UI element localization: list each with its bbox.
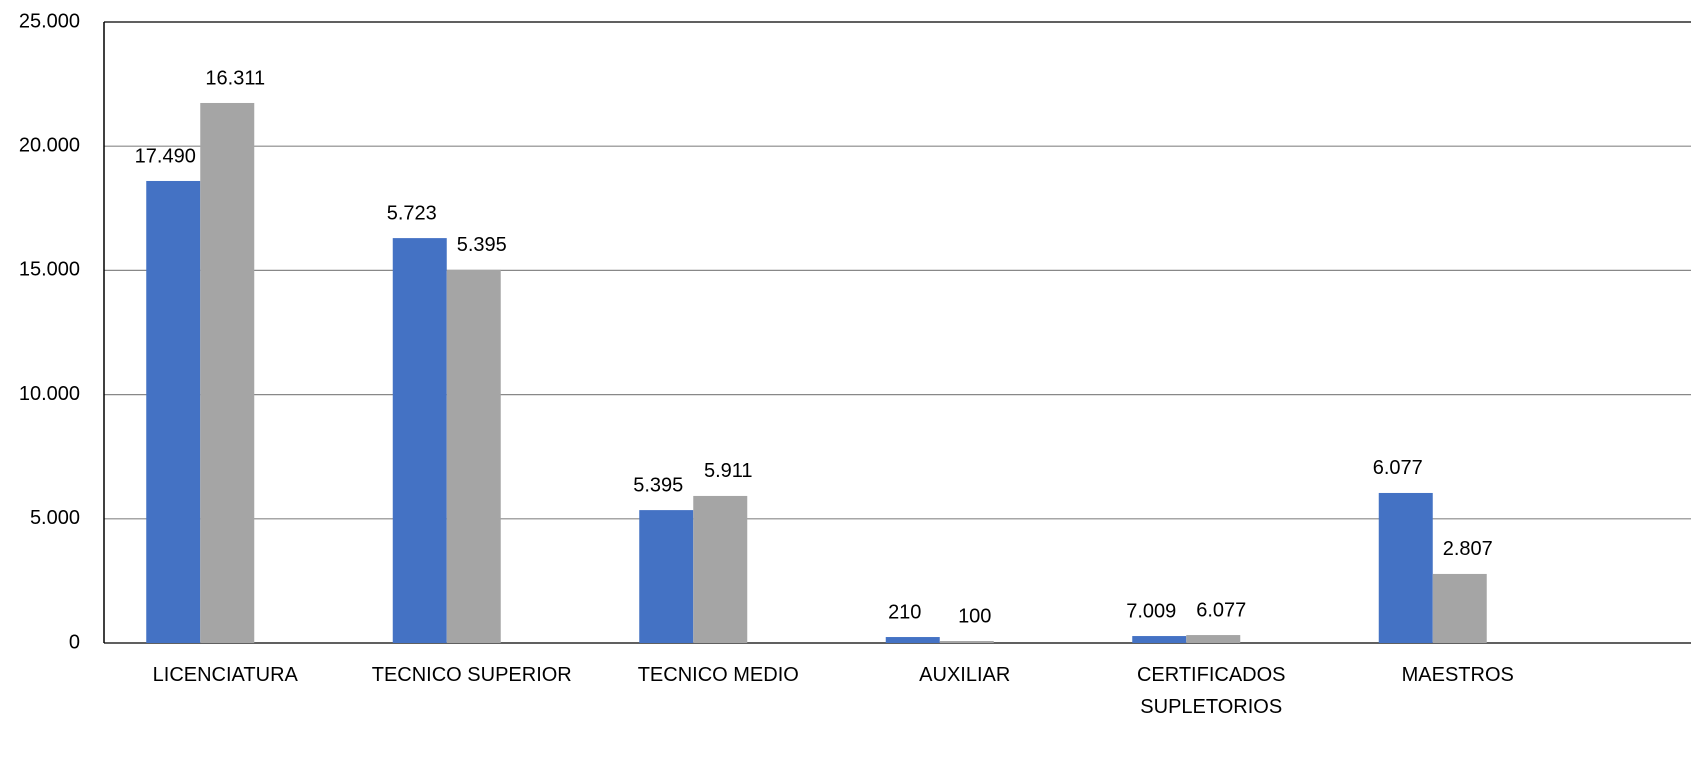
data-label: 5.723 xyxy=(387,202,437,224)
y-tick-label: 20.000 xyxy=(19,134,80,156)
y-tick-label: 25.000 xyxy=(19,10,80,32)
bar xyxy=(1132,636,1187,643)
bar xyxy=(446,269,501,643)
data-label: 210 xyxy=(888,601,921,623)
x-tick-label: TECNICO MEDIO xyxy=(637,664,799,686)
bar xyxy=(885,637,940,643)
bar xyxy=(200,102,255,644)
bar xyxy=(146,180,201,643)
y-tick-label: 10.000 xyxy=(19,383,80,405)
bar xyxy=(1378,492,1433,643)
data-label: 6.077 xyxy=(1373,457,1423,479)
data-label: 17.490 xyxy=(135,145,196,167)
data-label: 6.077 xyxy=(1196,599,1246,621)
y-tick-label: 15.000 xyxy=(19,259,80,281)
data-label: 5.911 xyxy=(704,460,753,482)
data-label: 16.311 xyxy=(205,67,265,89)
x-tick-label: LICENCIATURA xyxy=(152,664,298,686)
data-label: 100 xyxy=(958,605,991,627)
data-label: 7.009 xyxy=(1126,600,1176,622)
data-label: 5.395 xyxy=(457,234,507,256)
x-tick-label: MAESTROS xyxy=(1401,664,1514,686)
x-tick-label: TECNICO SUPERIOR xyxy=(371,664,572,686)
bar xyxy=(1432,573,1487,643)
x-tick-label: AUXILIAR xyxy=(919,664,1011,686)
y-tick-label: 5.000 xyxy=(30,507,80,529)
bar xyxy=(639,510,694,643)
data-label: 5.395 xyxy=(633,474,683,496)
y-tick-label: 0 xyxy=(69,631,80,653)
bar xyxy=(939,641,994,643)
bar xyxy=(1186,635,1241,643)
bar xyxy=(693,495,748,643)
x-tick-label: CERTIFICADOS SUPLETORIOS xyxy=(1136,664,1286,718)
bar xyxy=(392,238,447,643)
data-label: 2.807 xyxy=(1443,538,1493,560)
